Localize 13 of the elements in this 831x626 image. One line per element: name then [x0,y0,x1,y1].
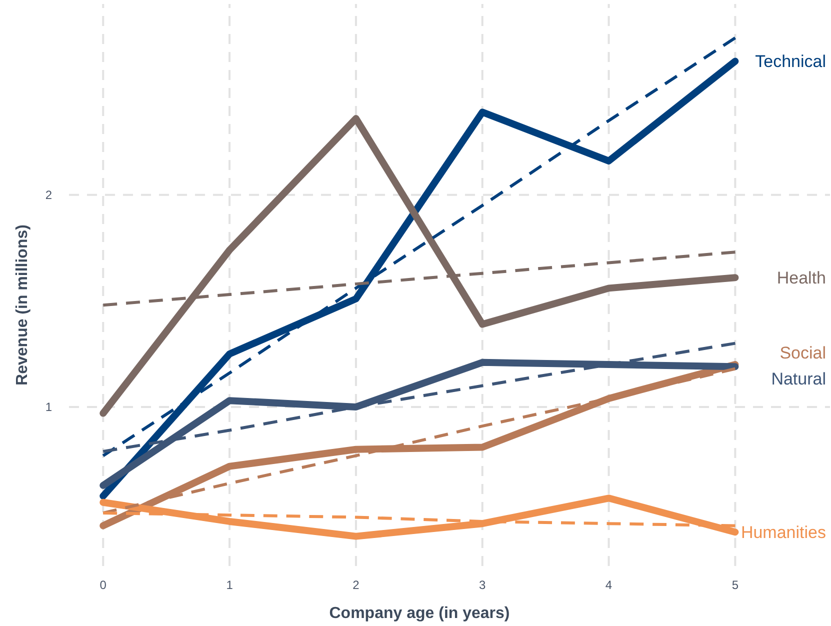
x-tick-label: 0 [100,578,107,592]
series-label: Humanities [740,523,826,542]
text: Social [780,344,826,363]
x-tick-label: 5 [732,578,739,592]
x-tick-label: 2 [352,578,360,592]
x-tick-label: 4 [605,578,612,592]
series-label: Technical [755,52,826,72]
x-tick-label: 1 [226,578,234,592]
text: Natural [771,370,826,389]
y-axis-title: Revenue (in millions) [14,224,31,386]
text: Health [776,268,826,288]
x-tick-label: 3 [479,578,486,592]
x-axis-title: Company age (in years) [329,605,510,622]
